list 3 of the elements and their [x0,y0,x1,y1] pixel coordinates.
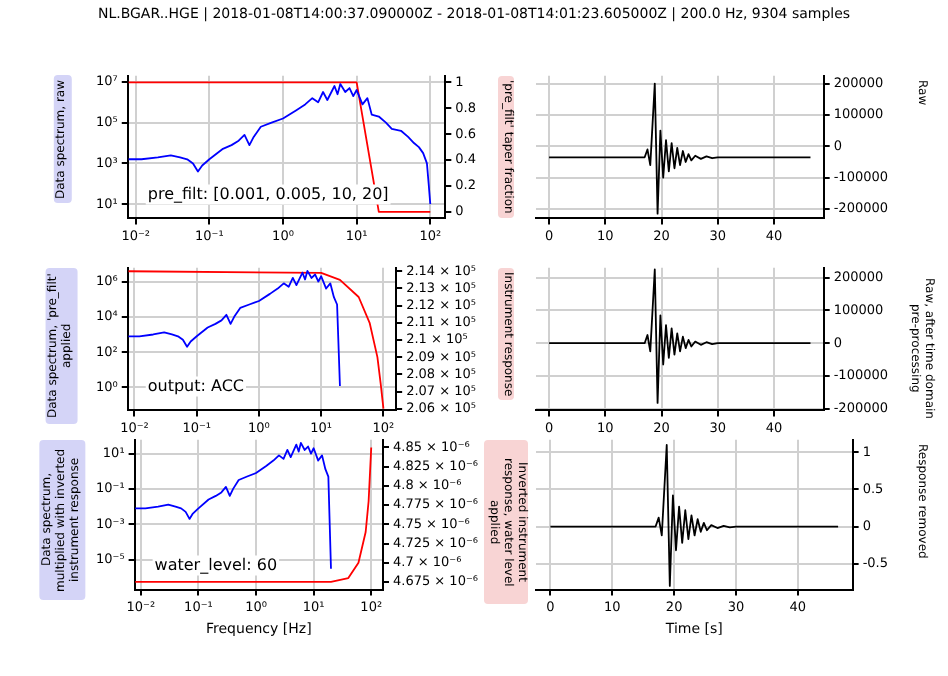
annotation: output: ACC [147,376,245,395]
annotation: pre_filt: [0.001, 0.005, 10, 20] [147,184,389,203]
annotation: water_level: 60 [154,555,278,574]
